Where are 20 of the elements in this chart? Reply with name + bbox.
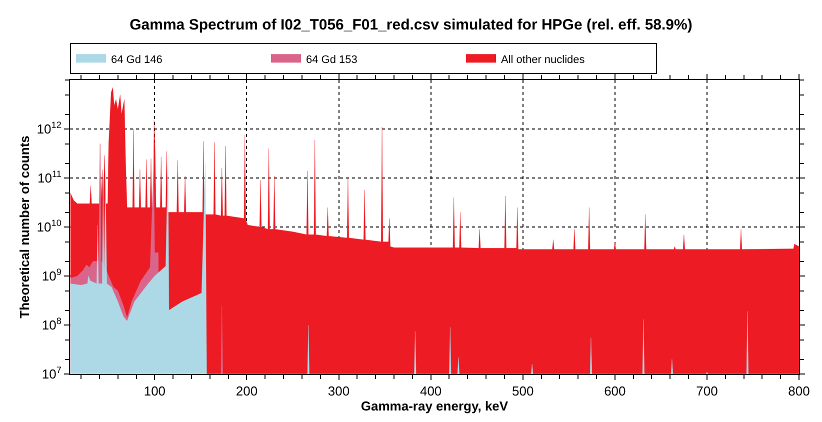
x-tick-label: 700 [696, 384, 718, 399]
y-tick-label: 10$^{8}$ [42, 316, 62, 333]
x-tick-label: 800 [788, 384, 810, 399]
legend-label: 64 Gd 153 [306, 54, 358, 66]
chart-title: Gamma Spectrum of I02_T056_F01_red.csv simulated for HPGe (rel. eff. 58.9%) [130, 16, 692, 34]
legend-label: 64 Gd 146 [111, 54, 162, 66]
y-axis-title: Theoretical number of counts [16, 136, 32, 318]
y-tick-label: 10$^{10}$ [36, 218, 62, 235]
y-tick-label: 10$^{12}$ [36, 120, 62, 137]
x-axis-title: Gamma-ray energy, keV [360, 398, 508, 414]
x-tick-label: 400 [420, 384, 442, 399]
x-tick-label: 100 [144, 384, 166, 399]
legend-label: All other nuclides [501, 54, 586, 66]
y-tick-label: 10$^{11}$ [37, 169, 62, 186]
x-tick-label: 300 [328, 384, 350, 399]
y-tick-label: 10$^{7}$ [42, 365, 62, 382]
x-tick-label: 600 [604, 384, 626, 399]
x-tick-label: 500 [512, 384, 534, 399]
x-tick-label: 200 [236, 384, 258, 399]
y-tick-label: 10$^{9}$ [42, 267, 62, 284]
